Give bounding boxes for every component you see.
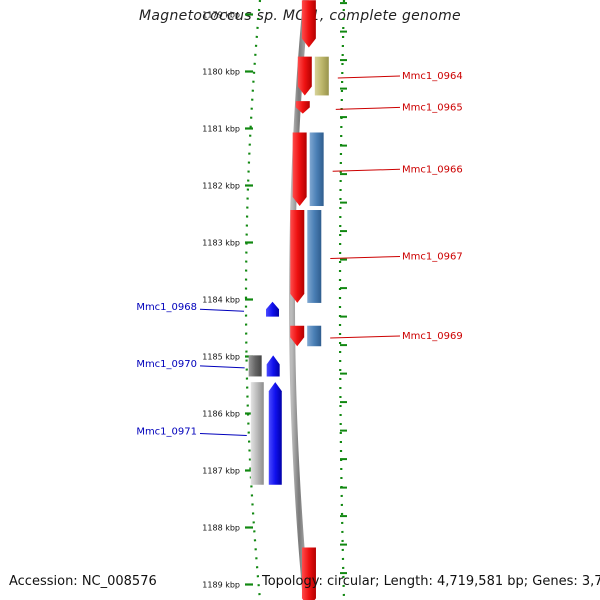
- gene-Mmc1_0969: [290, 325, 322, 347]
- gene-Mmc1_0967: [290, 210, 322, 303]
- backbone-layer: [288, 0, 309, 600]
- gene-label: Mmc1_0964: [402, 71, 463, 82]
- genome-backbone: [288, 0, 309, 600]
- gene-label-leader: [330, 255, 401, 259]
- gene-arrow-forward: [297, 56, 312, 96]
- gene-unnamed-0: [301, 0, 316, 48]
- gene-label: Mmc1_0971: [136, 426, 197, 437]
- ruler-tick-label: 1184 kbp: [202, 296, 240, 305]
- gene-label-leader: [335, 106, 401, 110]
- gene-label-leader: [199, 365, 245, 369]
- ruler-tick-label: 1188 kbp: [202, 524, 240, 533]
- gene-Mmc1_0964: [297, 56, 329, 96]
- left-ruler-rail: [244, 0, 262, 600]
- gene-arrow-forward: [295, 101, 310, 114]
- genes-layer: [248, 0, 329, 600]
- gene-arrow-reverse: [266, 355, 280, 377]
- gene-label-leader: [330, 335, 401, 339]
- gene-arrow-forward: [301, 547, 316, 600]
- gene-label: Mmc1_0965: [402, 102, 463, 113]
- ruler-tick-label: 1183 kbp: [202, 239, 240, 248]
- map-title: Magnetococcus sp. MC-1, complete genome: [139, 8, 461, 24]
- gene-label: Mmc1_0970: [136, 359, 197, 370]
- labels-layer: Mmc1_0964 Mmc1_0965 Mmc1_0966 Mmc1_0967 Mmc1…: [136, 71, 462, 437]
- gene-arrow-forward: [290, 210, 305, 303]
- gene-arrow-forward: [301, 0, 316, 48]
- ruler-tick-label: 1187 kbp: [202, 467, 240, 476]
- gene-label: Mmc1_0967: [402, 251, 463, 262]
- gene-label-leader: [199, 432, 247, 436]
- gene-label-leader: [337, 75, 401, 79]
- genome-summary-text: Topology: circular; Length: 4,719,581 bp…: [262, 574, 600, 589]
- ruler-tick-label: 1181 kbp: [202, 125, 240, 134]
- ruler-layer: 1179 kbp 1180 kbp 1181 kbp 1182 kbp 1183 kbp…: [202, 0, 347, 600]
- gene-unnamed-6: [301, 547, 316, 600]
- gene-Mmc1_0965: [295, 101, 310, 114]
- ruler-tick-label: 1189 kbp: [202, 581, 240, 590]
- gene-Mmc1_0968: [266, 301, 280, 317]
- gene-arrow-forward: [292, 132, 307, 207]
- gene-Mmc1_0966: [292, 132, 324, 207]
- gene-feature-block: [314, 56, 329, 96]
- gene-label: Mmc1_0968: [136, 302, 197, 313]
- gene-label: Mmc1_0966: [402, 164, 463, 175]
- gene-label-leader: [332, 168, 401, 172]
- gene-Mmc1_0970: [248, 355, 280, 377]
- gene-arrow-reverse: [266, 301, 280, 317]
- gene-arrow-forward: [290, 325, 305, 347]
- gene-feature-block: [248, 355, 262, 377]
- gene-feature-block: [250, 382, 264, 485]
- gene-arrow-reverse: [268, 382, 282, 485]
- ruler-tick-label: 1179 kbp: [202, 11, 240, 20]
- right-ruler-rail: [338, 0, 346, 600]
- gene-feature-block: [309, 132, 324, 207]
- gene-feature-block: [307, 210, 322, 303]
- ruler-tick-label: 1186 kbp: [202, 410, 240, 419]
- ruler-tick-label: 1185 kbp: [202, 353, 240, 362]
- gene-feature-block: [307, 325, 322, 347]
- ruler-tick-label: 1182 kbp: [202, 182, 240, 191]
- gene-Mmc1_0971: [250, 382, 282, 485]
- gene-label-leader: [199, 308, 245, 312]
- ruler-tick-label: 1180 kbp: [202, 68, 240, 77]
- accession-text: Accession: NC_008576: [9, 574, 157, 589]
- gene-label: Mmc1_0969: [402, 331, 463, 342]
